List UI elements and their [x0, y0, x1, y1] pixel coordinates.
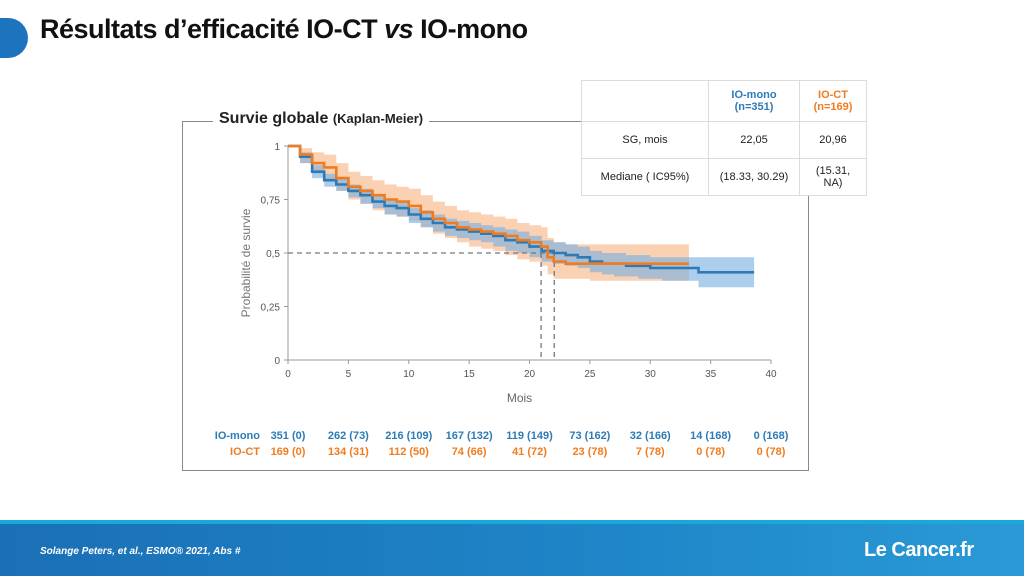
x-tick-label: 40	[765, 369, 777, 380]
x-tick-label: 15	[464, 369, 476, 380]
at-risk-value: 112 (50)	[389, 446, 430, 458]
footer-bar	[0, 524, 1024, 576]
y-tick-label: 0,75	[261, 196, 281, 207]
at-risk-value: 0 (78)	[757, 446, 786, 458]
at-risk-value: 351 (0)	[271, 430, 306, 442]
at-risk-value: 216 (109)	[385, 430, 432, 442]
stats-row: SG, mois 22,05 20,96	[581, 121, 867, 159]
stats-row-ct: 20,96	[799, 121, 867, 159]
citation-text: Solange Peters, et al., ESMO® 2021, Abs …	[40, 546, 241, 557]
stats-header-io-mono: IO-mono (n=351)	[708, 80, 800, 122]
le-cancer-logo: Le Cancer.fr	[864, 539, 974, 561]
at-risk-value: 41 (72)	[512, 446, 547, 458]
stats-header-io-ct: IO-CT (n=169)	[799, 80, 867, 122]
y-tick-label: 0,5	[266, 249, 280, 260]
x-tick-label: 30	[645, 369, 657, 380]
at-risk-row-label: IO-CT	[230, 446, 260, 458]
x-tick-label: 25	[584, 369, 596, 380]
stats-row-mono: (18.33, 30.29)	[708, 158, 800, 196]
stats-header-row: IO-mono (n=351) IO-CT (n=169)	[581, 80, 867, 122]
stats-row: Mediane ( IC95%) (18.33, 30.29) (15.31, …	[581, 158, 867, 196]
at-risk-value: 73 (162)	[569, 430, 610, 442]
x-tick-label: 0	[285, 369, 291, 380]
at-risk-row-label: IO-mono	[215, 430, 260, 442]
stats-row-label: Mediane ( IC95%)	[581, 158, 709, 196]
at-risk-value: 32 (166)	[630, 430, 671, 442]
at-risk-value: 14 (168)	[690, 430, 731, 442]
footer-accent-strip	[0, 520, 1024, 526]
at-risk-value: 167 (132)	[446, 430, 493, 442]
at-risk-value: 119 (149)	[506, 430, 553, 442]
slide-title: Résultats d’efficacité IO-CT vs IO-mono	[40, 14, 528, 44]
at-risk-value: 74 (66)	[452, 446, 487, 458]
stats-header-empty	[581, 80, 709, 122]
at-risk-value: 134 (31)	[328, 446, 369, 458]
at-risk-value: 7 (78)	[636, 446, 665, 458]
x-tick-label: 10	[403, 369, 415, 380]
stats-row-ct: (15.31, NA)	[799, 158, 867, 196]
x-axis-label: Mois	[507, 391, 532, 405]
stats-row-label: SG, mois	[581, 121, 709, 159]
y-axis-label: Probabilité de survie	[239, 208, 253, 317]
y-tick-label: 0	[274, 356, 280, 367]
at-risk-value: 0 (78)	[696, 446, 725, 458]
chart-panel	[182, 121, 809, 471]
stats-row-mono: 22,05	[708, 121, 800, 159]
at-risk-value: 169 (0)	[271, 446, 306, 458]
at-risk-value: 23 (78)	[572, 446, 607, 458]
x-tick-label: 20	[524, 369, 536, 380]
y-tick-label: 0,25	[261, 303, 281, 314]
y-tick-label: 1	[274, 142, 280, 153]
stats-table: IO-mono (n=351) IO-CT (n=169) SG, mois 22,…	[581, 80, 867, 196]
survival-curve-io-ct	[288, 144, 689, 265]
x-tick-label: 5	[346, 369, 352, 380]
chart-title: Survie globale (Kaplan-Meier)	[213, 110, 430, 128]
at-risk-value: 0 (168)	[754, 430, 789, 442]
at-risk-value: 262 (73)	[328, 430, 369, 442]
x-tick-label: 35	[705, 369, 717, 380]
